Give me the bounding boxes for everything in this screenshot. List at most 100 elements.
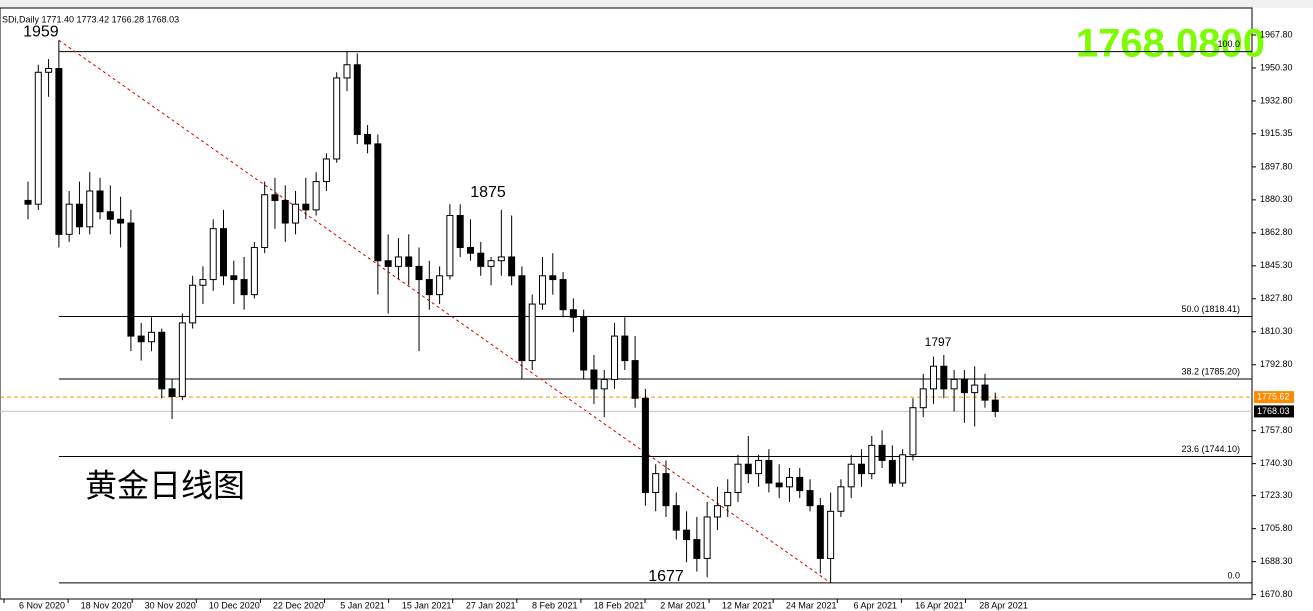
candle-body: [837, 486, 845, 512]
candle-body: [322, 158, 330, 183]
y-tick-label: 1932.80: [1260, 95, 1293, 105]
candle-body: [271, 194, 279, 201]
y-tick-label: 1723.30: [1260, 490, 1293, 500]
candle-body: [847, 463, 855, 488]
x-tick-label: 18 Nov 2020: [81, 600, 132, 610]
candle-body: [765, 459, 773, 484]
candle-body: [425, 279, 433, 296]
candle-body: [137, 335, 145, 343]
candle-body: [621, 335, 629, 362]
candle-body: [683, 529, 691, 541]
x-tick-label: 18 Feb 2021: [594, 600, 645, 610]
candle-body: [559, 279, 567, 311]
fib-label: 0.0: [1227, 570, 1240, 580]
candle-body: [384, 260, 392, 267]
candle-body: [261, 194, 269, 249]
fib-label: 38.2 (1785.20): [1181, 366, 1240, 376]
candle-body: [981, 384, 989, 401]
candle-body: [652, 473, 660, 493]
candle-body: [209, 228, 217, 281]
x-tick-label: 30 Nov 2020: [145, 600, 196, 610]
candle-body: [353, 64, 361, 135]
candle-body: [662, 473, 670, 507]
candle-body: [312, 181, 320, 211]
candle-body: [888, 459, 896, 484]
candle-body: [343, 64, 351, 79]
fib-label: 100.0: [1217, 39, 1240, 49]
candle-body: [971, 384, 979, 394]
candle-body: [34, 71, 42, 205]
candle-body: [631, 360, 639, 399]
candle-body: [816, 505, 824, 559]
x-tick-label: 16 Apr 2021: [915, 600, 964, 610]
candle-body: [878, 444, 886, 461]
price-display: 1768.0800: [1076, 22, 1265, 66]
candle-body: [364, 133, 372, 145]
candle-body: [240, 279, 248, 296]
x-tick-label: 6 Nov 2020: [19, 600, 65, 610]
candle-body: [950, 378, 958, 390]
annotation: 1959: [23, 23, 59, 40]
candle-body: [24, 199, 32, 205]
x-tick-label: 27 Jan 2021: [466, 600, 516, 610]
toolbar: [0, 0, 1313, 8]
candle-body: [96, 190, 104, 213]
caption: 黄金日线图: [85, 467, 245, 503]
candle-body: [374, 143, 382, 262]
candle-body: [580, 316, 588, 371]
x-tick-label: 12 Mar 2021: [722, 600, 773, 610]
candle-body: [919, 388, 927, 409]
x-tick-label: 6 Apr 2021: [854, 600, 898, 610]
candle-body: [168, 388, 176, 397]
candle-body: [302, 203, 310, 211]
y-tick-label: 1950.30: [1260, 62, 1293, 72]
candle-body: [672, 505, 680, 531]
candle-body: [487, 260, 495, 267]
candle-body: [744, 463, 752, 475]
candle-body: [724, 491, 732, 507]
y-tick-label: 1810.30: [1260, 326, 1293, 336]
candle-body: [65, 203, 73, 235]
candle-body: [775, 482, 783, 488]
x-tick-label: 15 Jan 2021: [402, 600, 452, 610]
annotation: 1797: [925, 335, 952, 349]
x-tick-label: 28 Apr 2021: [979, 600, 1028, 610]
candle-body: [703, 516, 711, 559]
candle-body: [960, 378, 968, 394]
candle-body: [899, 454, 907, 484]
candle-body: [106, 211, 114, 220]
fib-label: 50.0 (1818.41): [1181, 304, 1240, 314]
y-tick-label: 1757.80: [1260, 425, 1293, 435]
candle-body: [569, 309, 577, 318]
candle-body: [940, 365, 948, 390]
x-tick-label: 2 Mar 2021: [660, 600, 706, 610]
candle-body: [178, 322, 186, 397]
candle-body: [549, 275, 557, 281]
x-tick-label: 24 Mar 2021: [786, 600, 837, 610]
candle-body: [394, 256, 402, 267]
candle-body: [713, 505, 721, 518]
candle-body: [930, 365, 938, 390]
candle-body: [405, 256, 413, 267]
candle-body: [220, 228, 228, 277]
candle-body: [611, 335, 619, 380]
candle-body: [147, 331, 155, 343]
candle-body: [806, 490, 814, 507]
candle-body: [796, 476, 804, 492]
candle-body: [868, 444, 876, 475]
candle-body: [734, 463, 742, 493]
y-tick-label: 1862.80: [1260, 227, 1293, 237]
y-tick-label: 1827.80: [1260, 293, 1293, 303]
candle-body: [528, 303, 536, 362]
x-tick-label: 22 Dec 2020: [273, 600, 324, 610]
candle-body: [518, 275, 526, 362]
candle-body: [250, 247, 258, 296]
last-label-bg: [1254, 405, 1294, 418]
candle-body: [415, 265, 423, 281]
candle-body: [508, 256, 516, 277]
candle-body: [281, 199, 289, 224]
candle-body: [497, 256, 505, 262]
candle-body: [230, 275, 238, 281]
candle-body: [333, 77, 341, 160]
last-label: 1768.03: [1257, 406, 1290, 416]
